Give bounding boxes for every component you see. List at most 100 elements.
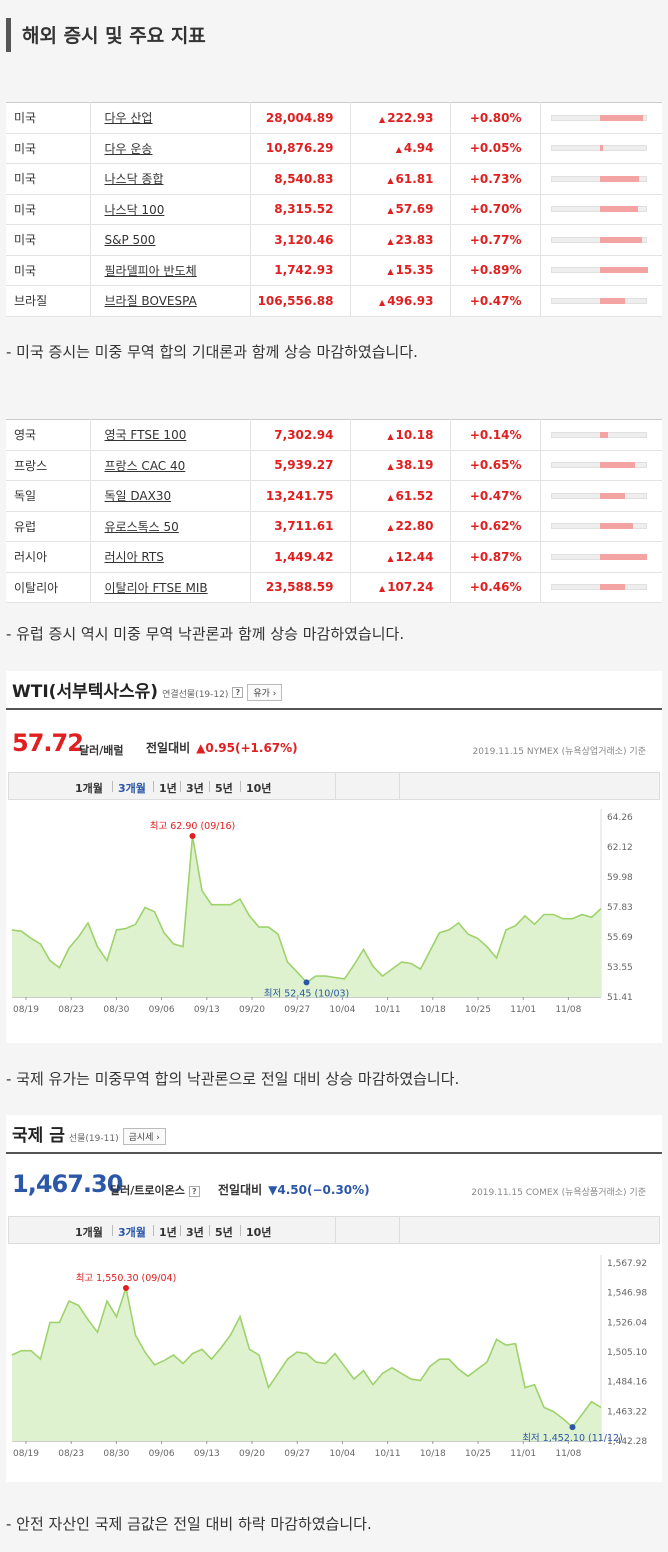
- index-name-link[interactable]: 러시아 RTS: [104, 550, 164, 565]
- index-value-cell: 10,876.29: [250, 133, 351, 164]
- index-change-cell: ▲ 4.94: [350, 133, 451, 164]
- up-triangle-icon: ▲: [387, 175, 394, 185]
- wti-unit: 달러/배럴: [79, 744, 124, 757]
- x-tick-label: 08/30: [103, 1449, 129, 1459]
- period-tab[interactable]: 1개월: [75, 782, 103, 795]
- change-value: 15.35: [395, 263, 434, 278]
- change-bar-track: [550, 584, 647, 591]
- index-name-link[interactable]: 다우 산업: [104, 111, 153, 126]
- country-cell: 러시아: [6, 541, 91, 573]
- change-bar-track: [550, 553, 647, 560]
- change-bar-cell: [540, 572, 662, 603]
- price-area: [12, 1288, 601, 1441]
- period-tab[interactable]: 1년: [159, 782, 177, 795]
- x-tick-label: 11/01: [510, 1449, 536, 1459]
- period-separator: [180, 781, 181, 792]
- index-name-cell[interactable]: 필라델피아 반도체: [90, 255, 251, 286]
- period-separator: [240, 1225, 241, 1236]
- y-tick-label: 64.26: [607, 813, 633, 823]
- period-bar-divider: [335, 773, 336, 799]
- y-tick-label: 1,505.10: [607, 1348, 647, 1358]
- change-bar-cell: [540, 194, 662, 225]
- index-name-link[interactable]: S&P 500: [104, 232, 156, 247]
- index-name-cell[interactable]: 러시아 RTS: [90, 541, 251, 573]
- up-triangle-icon: ▲: [379, 114, 386, 124]
- index-name-link[interactable]: 다우 운송: [104, 141, 153, 156]
- period-tab[interactable]: 10년: [246, 1226, 272, 1239]
- gold-price-button[interactable]: 금시세 ›: [122, 1127, 166, 1145]
- up-triangle-icon: ▲: [387, 236, 394, 246]
- index-change-cell: ▲ 61.81: [350, 163, 451, 195]
- period-tab[interactable]: 5년: [215, 782, 233, 795]
- index-name-cell[interactable]: 유로스톡스 50: [90, 511, 251, 542]
- index-pct-cell: +0.05%: [450, 133, 541, 164]
- index-value-cell: 8,540.83: [250, 163, 351, 195]
- us-index-table: 미국 다우 산업 28,004.89 ▲ 222.93 +0.80% 미국 다우 운송 10,8…: [6, 102, 662, 317]
- index-name-cell[interactable]: 나스닥 100: [90, 194, 251, 225]
- index-name-cell[interactable]: 독일 DAX30: [90, 480, 251, 512]
- period-tab[interactable]: 3개월: [118, 782, 146, 795]
- oil-price-button[interactable]: 유가 ›: [247, 683, 283, 701]
- country-cell: 미국: [6, 194, 91, 225]
- index-name-cell[interactable]: 브라질 BOVESPA: [90, 285, 251, 317]
- period-tab[interactable]: 1년: [159, 1226, 177, 1239]
- index-pct-cell: +0.14%: [450, 419, 541, 451]
- period-tab[interactable]: 10년: [246, 782, 272, 795]
- change-value: 107.24: [387, 580, 434, 595]
- index-name-link[interactable]: 독일 DAX30: [104, 489, 172, 504]
- period-tab[interactable]: 3개월: [118, 1226, 146, 1239]
- up-triangle-icon: ▲: [387, 462, 394, 472]
- index-pct-cell: +0.47%: [450, 285, 541, 317]
- index-name-link[interactable]: 유로스톡스 50: [104, 519, 179, 534]
- index-name-cell[interactable]: 프랑스 CAC 40: [90, 450, 251, 481]
- index-name-link[interactable]: 프랑스 CAC 40: [104, 458, 186, 473]
- period-separator: [153, 781, 154, 792]
- period-separator: [112, 1225, 113, 1236]
- x-tick-label: 08/23: [58, 1449, 84, 1459]
- country-cell: 영국: [6, 419, 91, 451]
- index-name-link[interactable]: 필라델피아 반도체: [104, 263, 197, 278]
- country-cell: 미국: [6, 255, 91, 286]
- price-area: [12, 836, 601, 997]
- index-name-cell[interactable]: 영국 FTSE 100: [90, 419, 251, 451]
- period-tab[interactable]: 1개월: [75, 1226, 103, 1239]
- country-cell: 미국: [6, 224, 91, 256]
- help-icon[interactable]: ?: [232, 686, 244, 698]
- index-name-link[interactable]: 나스닥 100: [104, 202, 165, 217]
- index-name-link[interactable]: 브라질 BOVESPA: [104, 294, 197, 309]
- index-pct-cell: +0.70%: [450, 194, 541, 225]
- index-name-cell[interactable]: 이탈리아 FTSE MIB: [90, 572, 251, 603]
- index-pct-cell: +0.46%: [450, 572, 541, 603]
- index-name-cell[interactable]: S&P 500: [90, 224, 251, 256]
- us-market-comment: - 미국 증시는 미중 무역 합의 기대론과 함께 상승 마감하였습니다.: [6, 343, 418, 361]
- index-change-cell: ▲ 23.83: [350, 224, 451, 256]
- x-tick-label: 09/20: [239, 1005, 265, 1015]
- change-bar-fill: [599, 431, 608, 438]
- period-tab[interactable]: 3년: [186, 782, 204, 795]
- index-name-cell[interactable]: 다우 산업: [90, 102, 251, 134]
- change-bar-track: [550, 145, 647, 152]
- index-change-cell: ▲ 38.19: [350, 450, 451, 481]
- index-name-cell[interactable]: 나스닥 종합: [90, 163, 251, 195]
- index-pct-cell: +0.65%: [450, 450, 541, 481]
- index-row: 프랑스 프랑스 CAC 40 5,939.27 ▲ 38.19 +0.65%: [6, 450, 662, 481]
- y-tick-label: 62.12: [607, 843, 633, 853]
- up-triangle-icon: ▲: [387, 492, 394, 502]
- x-tick-label: 10/25: [465, 1449, 491, 1459]
- index-name-link[interactable]: 영국 FTSE 100: [104, 428, 187, 443]
- up-triangle-icon: ▲: [379, 297, 386, 307]
- index-name-link[interactable]: 이탈리아 FTSE MIB: [104, 580, 208, 595]
- x-tick-label: 10/18: [420, 1005, 446, 1015]
- x-tick-label: 09/27: [284, 1005, 310, 1015]
- index-name-cell[interactable]: 다우 운송: [90, 133, 251, 164]
- gold-prev-day: 전일대비 ▼4.50(−0.30%): [218, 1181, 370, 1198]
- low-point-marker: [569, 1424, 576, 1431]
- help-icon[interactable]: ?: [188, 1185, 200, 1197]
- index-name-link[interactable]: 나스닥 종합: [104, 172, 164, 187]
- period-tab[interactable]: 5년: [215, 1226, 233, 1239]
- period-tab[interactable]: 3년: [186, 1226, 204, 1239]
- change-bar-track: [550, 236, 647, 243]
- change-value: 61.81: [395, 171, 434, 186]
- wti-title-rule: [6, 708, 662, 710]
- index-change-cell: ▲ 10.18: [350, 419, 451, 451]
